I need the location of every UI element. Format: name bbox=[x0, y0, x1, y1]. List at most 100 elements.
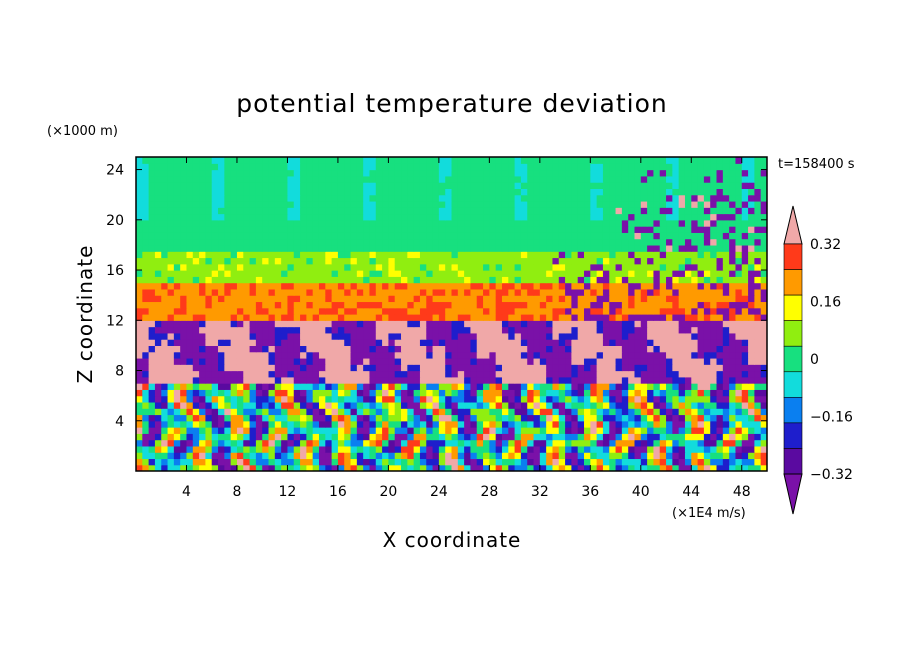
heatmap-cell bbox=[577, 194, 585, 202]
heatmap-cell bbox=[186, 270, 194, 277]
heatmap-cell bbox=[312, 175, 320, 183]
heatmap-cell bbox=[558, 188, 566, 196]
heatmap-cell bbox=[722, 420, 730, 428]
heatmap-cell bbox=[722, 401, 730, 409]
heatmap-cell bbox=[249, 276, 257, 284]
heatmap-cell bbox=[596, 232, 604, 240]
heatmap-cell bbox=[382, 401, 389, 409]
heatmap-cell bbox=[344, 376, 352, 384]
heatmap-cell bbox=[754, 188, 762, 196]
heatmap-cell bbox=[520, 282, 528, 290]
heatmap-cell bbox=[722, 270, 730, 277]
heatmap-cell bbox=[451, 445, 459, 453]
heatmap-cell bbox=[741, 213, 749, 221]
heatmap-cell bbox=[407, 169, 415, 177]
heatmap-cell bbox=[438, 332, 446, 340]
heatmap-cell bbox=[451, 420, 459, 428]
heatmap-cell bbox=[457, 295, 465, 303]
heatmap-cell bbox=[268, 408, 276, 416]
heatmap-cell bbox=[520, 370, 528, 378]
heatmap-cell bbox=[173, 464, 181, 471]
heatmap-cell bbox=[281, 169, 289, 177]
heatmap-cell bbox=[142, 408, 150, 416]
heatmap-cell bbox=[344, 351, 352, 359]
heatmap-cell bbox=[148, 439, 156, 447]
heatmap-cell bbox=[451, 244, 459, 252]
heatmap-cell bbox=[558, 420, 566, 428]
heatmap-cell bbox=[262, 263, 270, 271]
heatmap-cell bbox=[672, 232, 680, 240]
heatmap-cell bbox=[729, 351, 737, 359]
heatmap-cell bbox=[136, 389, 143, 397]
heatmap-cell bbox=[154, 288, 162, 296]
heatmap-cell bbox=[495, 295, 503, 303]
heatmap-cell bbox=[464, 420, 472, 428]
heatmap-cell bbox=[590, 194, 598, 202]
heatmap-cell bbox=[192, 175, 200, 183]
heatmap-cell bbox=[243, 307, 251, 315]
heatmap-cell bbox=[249, 345, 257, 353]
heatmap-cell bbox=[703, 452, 711, 460]
heatmap-cell bbox=[754, 320, 762, 328]
heatmap-cell bbox=[558, 226, 566, 233]
heatmap-cell bbox=[382, 157, 389, 164]
heatmap-cell bbox=[495, 257, 503, 265]
heatmap-cell bbox=[647, 364, 655, 372]
heatmap-cell bbox=[218, 414, 225, 422]
heatmap-cell bbox=[363, 383, 371, 390]
heatmap-cell bbox=[483, 157, 490, 164]
heatmap-cell bbox=[457, 420, 465, 428]
heatmap-cell bbox=[748, 332, 755, 340]
heatmap-cell bbox=[483, 464, 490, 471]
heatmap-cell bbox=[262, 332, 270, 340]
heatmap-cell bbox=[647, 433, 655, 441]
heatmap-cell bbox=[703, 282, 711, 290]
heatmap-cell bbox=[363, 232, 371, 240]
heatmap-cell bbox=[584, 276, 591, 284]
heatmap-cell bbox=[142, 200, 150, 208]
heatmap-cell bbox=[167, 244, 175, 252]
heatmap-cell bbox=[331, 345, 339, 353]
heatmap-cell bbox=[703, 169, 711, 177]
heatmap-cell bbox=[672, 244, 680, 252]
heatmap-cell bbox=[552, 244, 560, 252]
heatmap-cell bbox=[697, 420, 705, 428]
heatmap-cell bbox=[628, 401, 636, 409]
heatmap-cell bbox=[659, 452, 667, 460]
heatmap-cell bbox=[609, 420, 617, 428]
heatmap-cell bbox=[293, 232, 301, 240]
heatmap-cell bbox=[173, 351, 181, 359]
heatmap-cell bbox=[615, 157, 623, 164]
heatmap-cell bbox=[710, 270, 718, 277]
heatmap-cell bbox=[722, 314, 730, 321]
heatmap-cell bbox=[501, 364, 509, 372]
heatmap-cell bbox=[684, 420, 692, 428]
heatmap-cell bbox=[508, 427, 516, 434]
heatmap-cell bbox=[312, 452, 320, 460]
heatmap-cell bbox=[451, 175, 459, 183]
heatmap-cell bbox=[609, 445, 617, 453]
heatmap-cell bbox=[464, 200, 472, 208]
heatmap-cell bbox=[407, 351, 415, 359]
heatmap-cell bbox=[211, 163, 219, 171]
heatmap-cell bbox=[489, 163, 497, 171]
heatmap-cell bbox=[729, 414, 737, 422]
heatmap-cell bbox=[577, 345, 585, 353]
heatmap-cell bbox=[180, 301, 188, 309]
heatmap-cell bbox=[552, 194, 560, 202]
heatmap-cell bbox=[697, 182, 705, 189]
heatmap-cell bbox=[419, 420, 427, 428]
heatmap-cell bbox=[413, 270, 421, 277]
heatmap-cell bbox=[577, 383, 585, 390]
heatmap-cell bbox=[300, 383, 307, 390]
heatmap-cell bbox=[161, 320, 169, 328]
heatmap-cell bbox=[697, 427, 705, 434]
heatmap-cell bbox=[401, 376, 408, 384]
heatmap-cell bbox=[255, 169, 263, 177]
heatmap-cell bbox=[634, 270, 642, 277]
y-unit-label: (×1000 m) bbox=[47, 124, 118, 139]
heatmap-cell bbox=[268, 314, 276, 321]
heatmap-cell bbox=[243, 219, 251, 227]
heatmap-cell bbox=[533, 169, 541, 177]
heatmap-cell bbox=[716, 163, 724, 171]
